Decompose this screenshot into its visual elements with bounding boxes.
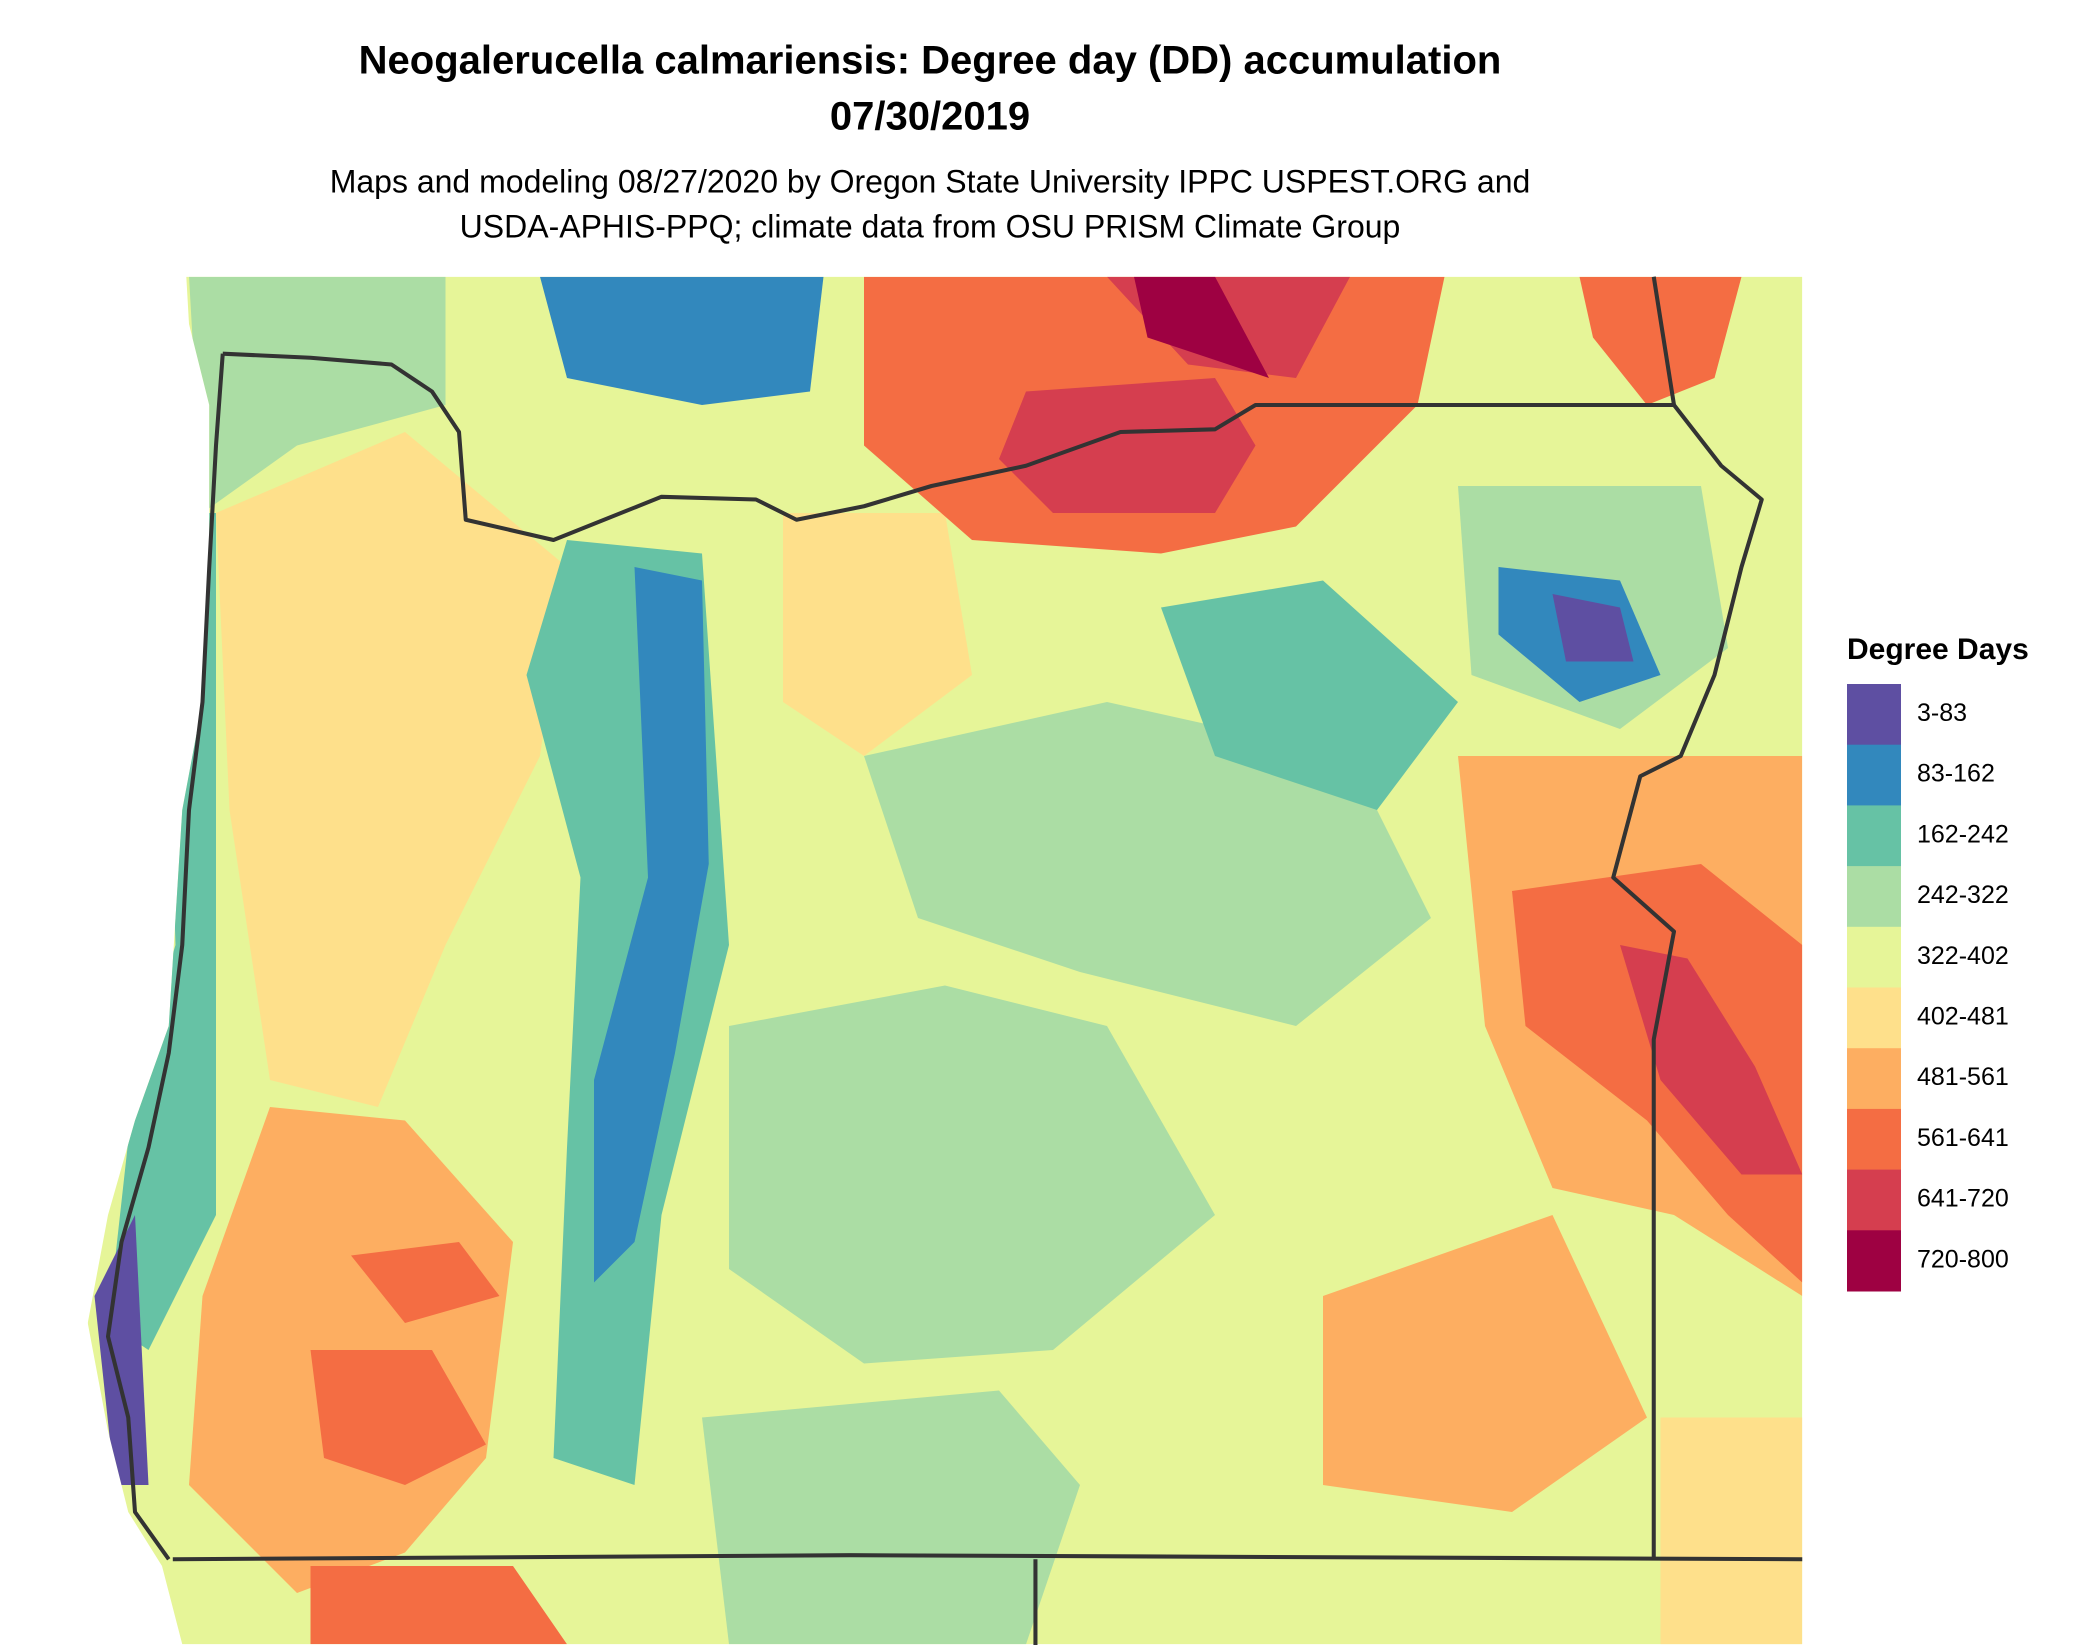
- map: [87, 276, 1803, 1645]
- date: 07/30/2019: [830, 95, 1030, 139]
- coastline: [105, 353, 225, 1561]
- raster: [87, 276, 1803, 1645]
- state-border: [222, 351, 1764, 1560]
- legend-swatch: [1847, 1048, 1901, 1110]
- map-region: [108, 513, 216, 1350]
- map-region: [216, 432, 567, 1107]
- legend-label: 481-561: [1917, 1063, 2009, 1091]
- map-region: [702, 1390, 1081, 1645]
- legend-swatch: [1847, 1169, 1901, 1231]
- legend-label: 83-162: [1917, 760, 1995, 788]
- map-region: [729, 985, 1215, 1364]
- legend-swatch: [1847, 1108, 1901, 1171]
- state-border: [172, 276, 1803, 1645]
- map-region: [94, 1215, 149, 1485]
- legend-swatch: [1847, 684, 1901, 746]
- map-region: [1620, 945, 1803, 1175]
- map-region: [1134, 276, 1270, 379]
- map-region: [1552, 594, 1634, 662]
- borders: [105, 276, 1803, 1645]
- subtitle-line: Maps and modeling 08/27/2020 by Oregon S…: [330, 163, 1531, 199]
- map-region: [540, 276, 824, 406]
- legend-label: 561-641: [1917, 1124, 2009, 1152]
- legend-title: Degree Days: [1847, 633, 2029, 666]
- map-region: [1161, 580, 1458, 810]
- legend-label: 162-242: [1917, 820, 2009, 848]
- legend-swatch: [1847, 805, 1901, 867]
- legend-swatch: [1847, 926, 1901, 988]
- subtitle-line: USDA-APHIS-PPQ; climate data from OSU PR…: [460, 208, 1401, 244]
- legend-label: 3-83: [1917, 699, 1967, 727]
- legend-swatch: [1847, 744, 1901, 806]
- legend-label: 322-402: [1917, 942, 2009, 970]
- map-region: [189, 276, 446, 514]
- legend-swatch: [1847, 987, 1901, 1049]
- legend-swatch: [1847, 1230, 1901, 1292]
- map-region: [310, 1242, 568, 1645]
- map-region: [1660, 1417, 1803, 1645]
- legend-label: 720-800: [1917, 1245, 2009, 1273]
- map-region: [1512, 864, 1803, 1283]
- map-region: [783, 513, 972, 756]
- legend-label: 242-322: [1917, 881, 2009, 909]
- map-region: [999, 276, 1351, 514]
- map-region: [864, 702, 1431, 1026]
- legend-label: 402-481: [1917, 1002, 2009, 1030]
- map-region: [1323, 1215, 1647, 1512]
- title: Neogalerucella calmariensis: Degree day …: [359, 39, 1502, 83]
- map-region: [594, 567, 709, 1283]
- map-region: [1579, 276, 1742, 406]
- legend-label: 641-720: [1917, 1185, 2009, 1213]
- legend: 3-83 83-162 162-242 242-322 322-402 402-481 48…: [1847, 684, 2009, 1292]
- legend-swatch: [1847, 866, 1901, 928]
